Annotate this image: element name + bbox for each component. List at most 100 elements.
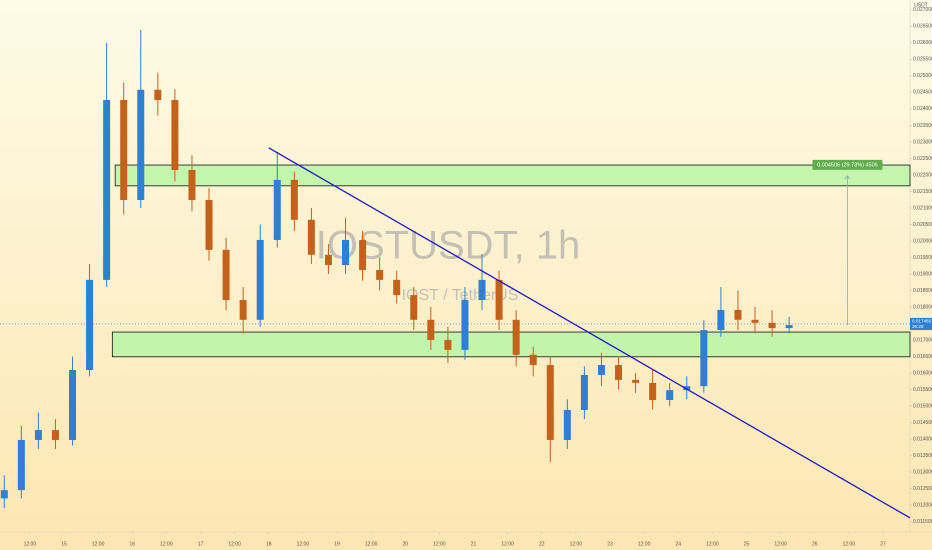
- candle-body: [103, 100, 111, 280]
- candle-body: [410, 295, 418, 320]
- candle-body: [461, 300, 469, 350]
- y-tick-label: 0.012000: [913, 502, 932, 508]
- candle-body: [359, 239, 367, 270]
- candle-body: [290, 179, 298, 220]
- x-tick-label: 12:00: [92, 541, 105, 547]
- x-tick-label: 20: [402, 541, 408, 547]
- y-tick-label: 0.011500: [913, 519, 932, 525]
- candle-body: [137, 89, 145, 201]
- y-tick-label: 0.024500: [913, 90, 932, 96]
- candle-body: [222, 249, 230, 301]
- candle-body: [205, 200, 213, 250]
- y-tick-label: 0.015000: [913, 403, 932, 409]
- y-tick-label: 0.023000: [913, 139, 932, 145]
- candle-body: [376, 269, 384, 280]
- candle-body: [666, 390, 674, 401]
- measure-label: 0.004506 (29.73%) 4506: [817, 162, 878, 168]
- measure-arrowhead: [844, 175, 851, 180]
- candle-body: [495, 279, 503, 320]
- zone: [114, 164, 911, 187]
- candle-body: [171, 100, 179, 170]
- x-tick-label: 12:00: [501, 541, 514, 547]
- watermark-title: IOSTUSDT, 1h: [316, 224, 581, 268]
- candle-body: [239, 300, 247, 320]
- y-tick-label: 0.021000: [913, 205, 932, 211]
- measure-label-box: [812, 159, 883, 170]
- y-tick-label: 0.025500: [913, 57, 932, 63]
- y-tick-label: 0.019500: [913, 255, 932, 261]
- x-tick-label: 12:00: [24, 541, 37, 547]
- candle-body: [717, 309, 725, 331]
- x-tick-label: 12:00: [433, 541, 446, 547]
- last-price-label: 0.017485: [912, 319, 932, 324]
- x-tick-label: 15: [61, 541, 67, 547]
- candle-body: [734, 309, 742, 320]
- y-tick-label: 0.017000: [913, 337, 932, 343]
- y-tick-label: 0.027000: [913, 7, 932, 13]
- y-tick-label: 0.020500: [913, 222, 932, 228]
- candle-body: [563, 409, 571, 440]
- candle-body: [256, 239, 264, 320]
- x-tick-label: 12:00: [297, 541, 310, 547]
- candle-body: [700, 330, 708, 387]
- candle-body: [307, 219, 315, 255]
- x-tick-label: 12:00: [774, 541, 787, 547]
- candle-body: [632, 379, 640, 383]
- candle-body: [86, 279, 94, 370]
- candle-body: [529, 354, 537, 366]
- watermark-subtitle: IOST / TetherUS: [402, 287, 519, 304]
- candle-body: [546, 365, 554, 440]
- y-tick-label: 0.014500: [913, 420, 932, 426]
- candle-body: [69, 369, 77, 440]
- y-tick-label: 0.025000: [913, 73, 932, 79]
- x-tick-label: 22: [539, 541, 545, 547]
- y-tick-label: 0.013500: [913, 453, 932, 459]
- x-tick-label: 21: [471, 541, 477, 547]
- y-tick-label: 0.024000: [913, 106, 932, 112]
- candle-body: [768, 322, 776, 329]
- candle-body: [427, 319, 435, 340]
- x-tick-label: 18: [266, 541, 272, 547]
- y-tick-label: 0.020000: [913, 238, 932, 244]
- x-tick-label: 12:00: [843, 541, 856, 547]
- candle-body: [393, 279, 401, 296]
- y-tick-label: 0.014000: [913, 436, 932, 442]
- y-tick-label: 0.016000: [913, 370, 932, 376]
- last-price-tag: [910, 317, 932, 330]
- last-price-countdown: 36:28: [912, 324, 924, 329]
- y-tick-label: 0.015500: [913, 387, 932, 393]
- y-tick-label: 0.023500: [913, 123, 932, 129]
- candle-body: [649, 382, 657, 401]
- x-tick-label: 12:00: [365, 541, 378, 547]
- x-tick-label: 24: [675, 541, 681, 547]
- candle-body: [597, 365, 605, 375]
- trendline: [268, 147, 911, 519]
- y-tick-label: 0.013000: [913, 469, 932, 475]
- y-tick-label: 0.018000: [913, 304, 932, 310]
- x-tick-label: 26: [812, 541, 818, 547]
- x-tick-label: 12:00: [638, 541, 651, 547]
- candle-body: [188, 169, 196, 201]
- candle-body: [324, 254, 332, 266]
- y-axis-label: USDT: [914, 2, 928, 8]
- candle-body: [785, 325, 793, 329]
- candle-body: [512, 319, 520, 355]
- y-tick-label: 0.018500: [913, 288, 932, 294]
- candle-body: [51, 430, 59, 440]
- y-tick-label: 0.026000: [913, 40, 932, 46]
- candle-body: [683, 386, 691, 391]
- x-tick-label: 12:00: [706, 541, 719, 547]
- y-tick-label: 0.021500: [913, 189, 932, 195]
- candle-body: [478, 279, 486, 301]
- x-tick-label: 19: [334, 541, 340, 547]
- candle-body: [444, 339, 452, 350]
- candle-body: [34, 430, 42, 440]
- x-tick-label: 17: [198, 541, 204, 547]
- y-tick-label: 0.022000: [913, 172, 932, 178]
- y-tick-label: 0.012500: [913, 486, 932, 492]
- x-tick-label: 12:00: [570, 541, 583, 547]
- candle-body: [154, 89, 162, 101]
- candle-body: [273, 179, 281, 240]
